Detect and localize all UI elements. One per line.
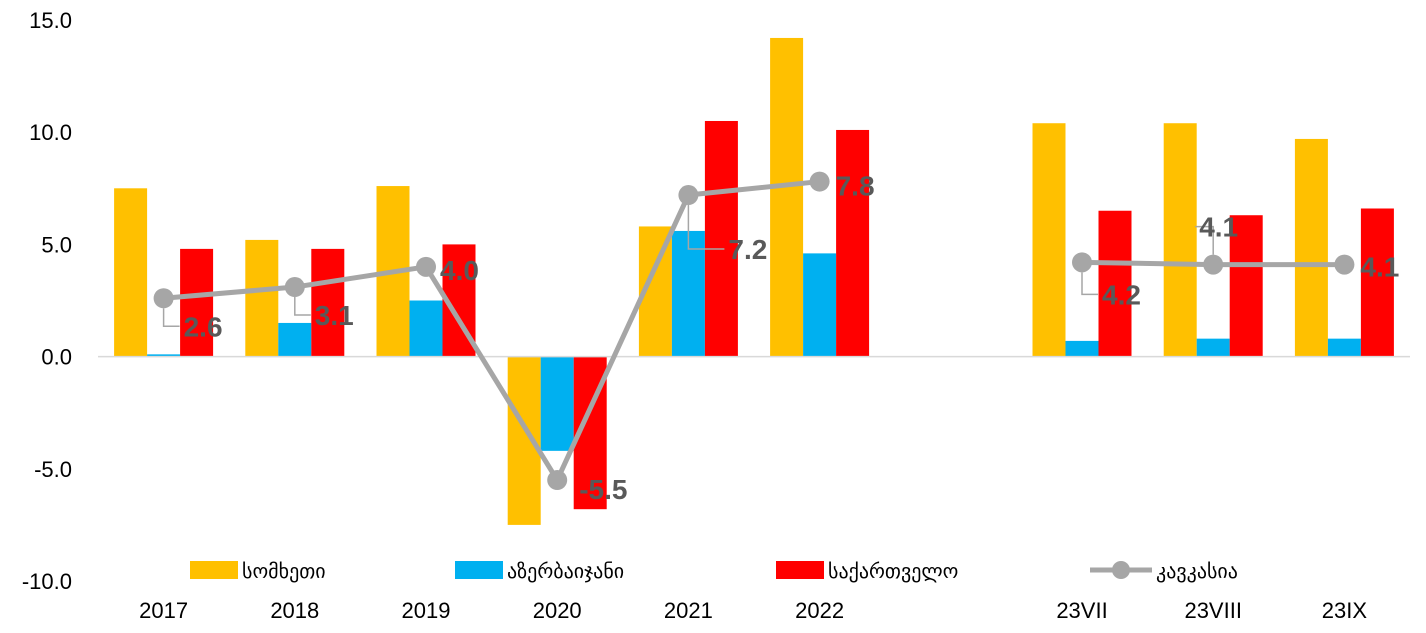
- bar: [1098, 210, 1132, 357]
- bars: [114, 37, 1394, 525]
- series-marker: [1072, 252, 1092, 273]
- bar: [1327, 338, 1361, 357]
- bar: [803, 253, 837, 357]
- x-tick-label: 23VII: [1056, 598, 1107, 623]
- bar: [1229, 215, 1263, 357]
- y-tick-label: 5.0: [41, 232, 72, 257]
- bar: [180, 248, 214, 357]
- legend-label: სომხეთი: [242, 559, 326, 583]
- series-marker: [547, 470, 568, 491]
- legend-marker: [1112, 561, 1130, 579]
- bar: [540, 356, 574, 451]
- series-marker: [416, 256, 436, 277]
- x-tick-label: 2018: [270, 598, 319, 623]
- legend-swatch: [455, 561, 503, 579]
- y-tick-label: -10.0: [22, 569, 72, 594]
- bar: [278, 322, 312, 357]
- data-labels: 2.6 3.1 4.0 -5.5 7.2 7.8 4.2 4.1 4.1: [162, 171, 1399, 505]
- legend-swatch: [190, 561, 238, 579]
- bar: [1294, 138, 1328, 357]
- y-tick-label: 0.0: [41, 345, 72, 370]
- bar: [311, 248, 345, 357]
- bar: [770, 37, 804, 357]
- series-marker: [1203, 254, 1224, 275]
- x-tick-label: 2020: [533, 598, 582, 623]
- series-line: [163, 179, 820, 483]
- label-leader-line: [162, 308, 180, 328]
- x-tick-label: 2017: [139, 598, 188, 623]
- bar: [245, 239, 279, 357]
- label-leader-line: [687, 205, 725, 250]
- legend-label: აზერბაიჯანი: [507, 559, 624, 583]
- bar: [671, 230, 705, 357]
- bar: [1360, 208, 1394, 357]
- label-leader-line: [1081, 272, 1098, 296]
- x-axis-labels: 2017 2018 2019 2020 2021 2022 23VII 23VIII 23IX: [139, 598, 1367, 623]
- bar: [836, 129, 870, 357]
- bar: [1196, 338, 1230, 357]
- bar: [147, 354, 181, 357]
- x-tick-label: 23IX: [1322, 598, 1368, 623]
- line-series: [153, 171, 1355, 491]
- series-marker: [1334, 254, 1355, 275]
- data-label: 3.1: [315, 300, 354, 331]
- legend-label: კავკასია: [1156, 559, 1238, 583]
- y-tick-label: 15.0: [29, 8, 72, 33]
- data-label: 4.1: [1199, 212, 1238, 243]
- bar: [114, 188, 148, 357]
- x-tick-label: 2019: [402, 598, 451, 623]
- series-marker: [284, 277, 305, 298]
- legend: სომხეთი აზერბაიჯანი საქართველო კავკასია: [190, 559, 1238, 583]
- bar: [1032, 123, 1066, 357]
- x-tick-label: 2022: [795, 598, 844, 623]
- label-leader-line: [294, 297, 311, 316]
- x-tick-label: 2021: [664, 598, 713, 623]
- y-tick-label: -5.0: [34, 457, 72, 482]
- bar: [1065, 340, 1099, 357]
- data-label: 4.0: [440, 255, 479, 286]
- series-marker: [809, 171, 830, 192]
- bar: [704, 120, 738, 357]
- data-label: 2.6: [184, 311, 223, 342]
- bar: [409, 300, 443, 357]
- x-tick-label: 23VIII: [1184, 598, 1241, 623]
- data-label: 7.8: [836, 171, 875, 202]
- legend-swatch: [776, 561, 824, 579]
- data-label: 4.2: [1102, 279, 1141, 310]
- bar: [1163, 123, 1197, 357]
- y-axis: -10.0 -5.0 0.0 5.0 10.0 15.0: [22, 8, 72, 594]
- series-marker: [678, 185, 699, 206]
- series-marker: [153, 288, 174, 309]
- data-label: -5.5: [579, 474, 627, 505]
- data-label: 7.2: [728, 234, 767, 265]
- data-label: 4.1: [1360, 252, 1399, 283]
- y-tick-label: 10.0: [29, 120, 72, 145]
- legend-label: საქართველო: [828, 559, 958, 583]
- label-leader-line: [1195, 225, 1214, 255]
